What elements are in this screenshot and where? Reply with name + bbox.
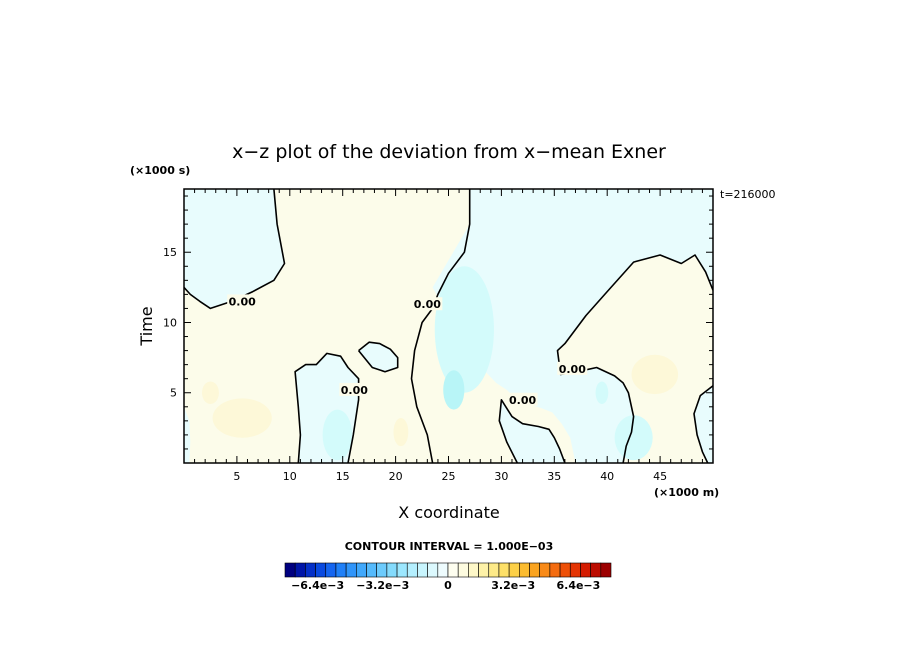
contour-label-bg-3 bbox=[557, 361, 588, 375]
colorbar-cell-15 bbox=[437, 562, 449, 578]
colorbar-labels: −6.4e−3 −3.2e−3 0 3.2e−3 6.4e−3 bbox=[291, 579, 600, 592]
colorbar-cell-17 bbox=[457, 562, 469, 578]
x-tick-label: 20 bbox=[389, 470, 403, 483]
colorbar-cell-3 bbox=[315, 562, 327, 578]
colorbar-cell-6 bbox=[345, 562, 357, 578]
colorbar-cell-31 bbox=[600, 562, 612, 578]
colorbar-cell-7 bbox=[356, 562, 367, 578]
shading-blob-6 bbox=[201, 381, 219, 404]
contour-labels: 0.00 0.00 0.00 0.00 0.00 bbox=[227, 294, 588, 407]
colorbar-cell-22 bbox=[508, 562, 520, 578]
zero-contour-line-3 bbox=[294, 352, 360, 463]
x-axis-label: X coordinate bbox=[398, 503, 499, 522]
y-tick-label: 15 bbox=[163, 246, 177, 259]
colorbar-cell-19 bbox=[478, 562, 490, 578]
colorbar-cell-18 bbox=[468, 562, 479, 578]
colorbar-cell-26 bbox=[549, 562, 561, 578]
y-unit-label: (×1000 s) bbox=[130, 164, 190, 177]
contour-label-2: 0.00 bbox=[341, 384, 368, 397]
colorbar-cell-20 bbox=[488, 562, 500, 578]
colorbar-tick-label: −3.2e−3 bbox=[356, 579, 409, 592]
colorbar-cell-8 bbox=[366, 562, 377, 578]
colorbar-cell-28 bbox=[569, 562, 581, 578]
colorbar-tick-label: 6.4e−3 bbox=[556, 579, 600, 592]
colorbar-cell-1 bbox=[294, 562, 306, 578]
shading-blob-4 bbox=[322, 409, 353, 461]
x-tick-label: 10 bbox=[283, 470, 297, 483]
x-tick-label: 15 bbox=[336, 470, 350, 483]
negative-region-lower-right-lobe bbox=[499, 399, 565, 463]
zero-contour-line-6 bbox=[693, 385, 713, 463]
chart-title: x−z plot of the deviation from x−mean Ex… bbox=[232, 141, 666, 163]
zero-contour-line-5 bbox=[498, 398, 566, 463]
shading-blob-3 bbox=[595, 381, 609, 404]
y-tick-label: 5 bbox=[170, 387, 177, 400]
contour-interval-label: CONTOUR INTERVAL = 1.000E−03 bbox=[345, 540, 554, 553]
x-tick-label: 40 bbox=[600, 470, 614, 483]
colorbar-cell-13 bbox=[417, 562, 428, 578]
contour-label-1: 0.00 bbox=[414, 298, 441, 311]
colorbar-cell-30 bbox=[590, 562, 602, 578]
x-tick-label: 45 bbox=[653, 470, 667, 483]
contour-label-bg-0 bbox=[227, 294, 258, 308]
colorbar-cell-21 bbox=[498, 562, 510, 578]
colorbar-cell-9 bbox=[376, 562, 388, 578]
colorbar-cell-0 bbox=[284, 562, 296, 578]
colorbar-cell-24 bbox=[529, 562, 540, 578]
colorbar-cell-27 bbox=[559, 562, 571, 578]
colorbar-tick-label: −6.4e−3 bbox=[291, 579, 344, 592]
contour-label-0: 0.00 bbox=[229, 295, 256, 308]
colorbar bbox=[284, 562, 612, 578]
shading-blobs bbox=[201, 266, 679, 461]
plot-area bbox=[184, 189, 713, 463]
time-label: t=216000 bbox=[720, 188, 776, 201]
x-tick-label: 30 bbox=[494, 470, 508, 483]
axis-tick-labels: 5 10 15 20 25 30 35 40 45 5 10 15 bbox=[163, 246, 667, 483]
negative-region-upper-left bbox=[184, 189, 285, 309]
y-tick-label: 10 bbox=[163, 316, 177, 329]
shading-blob-2 bbox=[614, 415, 653, 461]
contour-label-bg-4 bbox=[507, 392, 538, 406]
colorbar-cell-5 bbox=[335, 562, 347, 578]
colorbar-cell-10 bbox=[386, 562, 398, 578]
shading-blob-0 bbox=[434, 266, 494, 393]
colorbar-cell-23 bbox=[519, 562, 530, 578]
negative-region-center-band bbox=[432, 189, 713, 463]
colorbar-cell-14 bbox=[427, 562, 439, 578]
colorbar-cell-16 bbox=[447, 562, 459, 578]
shading-blob-8 bbox=[631, 354, 679, 395]
colorbar-cell-25 bbox=[539, 562, 551, 578]
x-tick-label: 5 bbox=[233, 470, 240, 483]
zero-contour-line-1 bbox=[410, 189, 471, 463]
colorbar-cell-12 bbox=[406, 562, 418, 578]
colorbar-cell-11 bbox=[396, 562, 408, 578]
x-tick-label: 35 bbox=[547, 470, 561, 483]
contour-label-3: 0.00 bbox=[559, 363, 586, 376]
colorbar-cell-2 bbox=[305, 562, 316, 578]
shading-blob-5 bbox=[212, 398, 272, 438]
colorbar-tick-label: 0 bbox=[444, 579, 452, 592]
zero-contour-line-4 bbox=[357, 341, 399, 373]
colorbar-cell-29 bbox=[580, 562, 591, 578]
plot-frame bbox=[183, 188, 714, 464]
contour-label-4: 0.00 bbox=[509, 394, 536, 407]
contour-label-bg-1 bbox=[412, 297, 443, 311]
negative-region-small-blob bbox=[358, 342, 398, 372]
negative-region-right-edge bbox=[694, 385, 713, 463]
x-tick-label: 25 bbox=[442, 470, 456, 483]
colorbar-tick-label: 3.2e−3 bbox=[491, 579, 535, 592]
x-unit-label: (×1000 m) bbox=[654, 486, 719, 499]
colorbar-cell-4 bbox=[325, 562, 337, 578]
contour-label-bg-2 bbox=[339, 382, 370, 396]
shading-blob-1 bbox=[443, 370, 465, 410]
shading-blob-7 bbox=[393, 418, 409, 447]
y-axis-label: Time bbox=[137, 306, 156, 346]
